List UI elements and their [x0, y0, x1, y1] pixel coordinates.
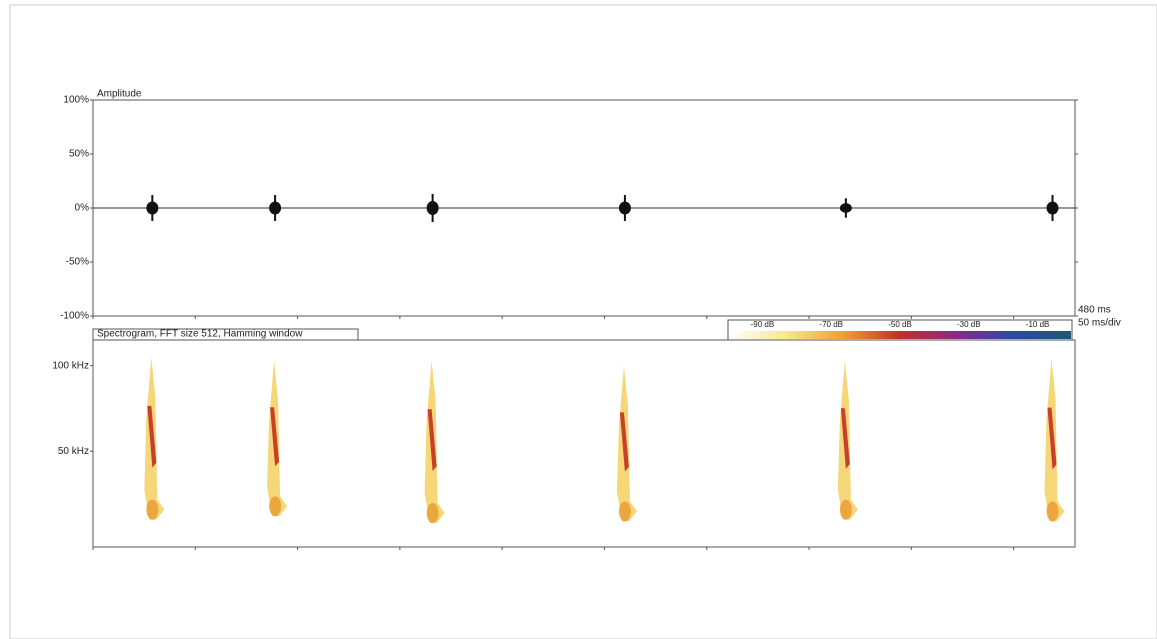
call-base	[427, 503, 439, 523]
pulse-body	[1046, 202, 1058, 215]
x-end-label: 480 ms	[1078, 305, 1111, 316]
colorbar-label: -30 dB	[957, 320, 981, 329]
y-tick-label: 100%	[63, 95, 89, 106]
chart: Amplitude Spectrogram, FFT size 512, Ham…	[0, 0, 1157, 639]
call-base	[840, 500, 852, 520]
colorbar-label: -90 dB	[751, 320, 775, 329]
y-tick-label: -50%	[66, 257, 89, 268]
pulse-body	[840, 203, 852, 213]
x-division-label: 50 ms/div	[1078, 318, 1121, 329]
pulse-body	[427, 201, 439, 215]
colorbar-label: -50 dB	[888, 320, 912, 329]
call-base	[269, 496, 281, 516]
colorbar	[729, 331, 1071, 339]
call-base	[146, 500, 158, 520]
colorbar-label: -70 dB	[819, 320, 843, 329]
colorbar-label: -10 dB	[1026, 320, 1050, 329]
spectrogram-title: Spectrogram, FFT size 512, Hamming windo…	[97, 329, 303, 340]
y-tick-label: 50 kHz	[58, 446, 89, 457]
pulse-body	[269, 202, 281, 215]
page: Amplitude Spectrogram, FFT size 512, Ham…	[0, 0, 1157, 639]
y-tick-label: 0%	[75, 203, 90, 214]
y-tick-label: -100%	[60, 311, 89, 322]
pulse-body	[146, 202, 158, 215]
amplitude-title: Amplitude	[97, 89, 142, 100]
spectrogram-panel	[93, 340, 1075, 547]
y-tick-label: 50%	[69, 149, 89, 160]
call-base	[619, 501, 631, 521]
y-tick-label: 100 kHz	[52, 360, 89, 371]
pulse-body	[619, 202, 631, 215]
call-base	[1046, 501, 1058, 521]
